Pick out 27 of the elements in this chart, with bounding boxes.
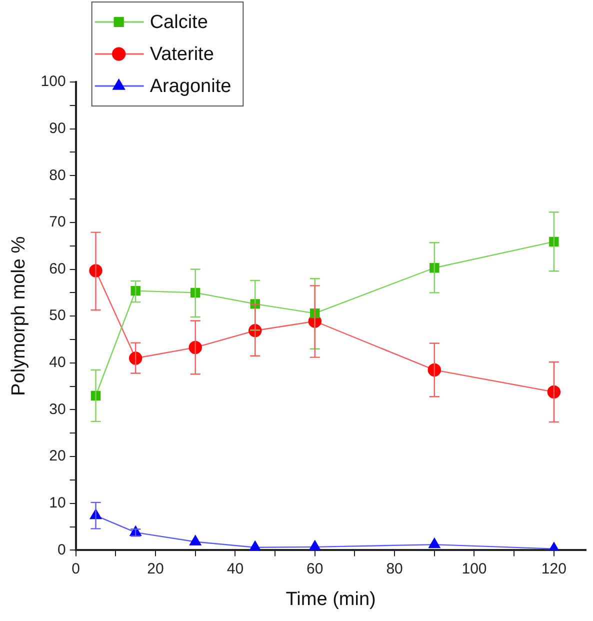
point xyxy=(190,535,202,546)
x-tick-label: 60 xyxy=(306,560,324,578)
y-tick-label: 100 xyxy=(40,73,66,90)
x-tick-label: 100 xyxy=(462,560,487,578)
x-tick-label: 0 xyxy=(72,560,80,578)
legend-label: Calcite xyxy=(150,12,208,34)
point xyxy=(249,540,261,550)
legend-label: Vaterite xyxy=(150,44,214,66)
y-tick-label: 90 xyxy=(49,120,66,137)
y-tick-label: 40 xyxy=(49,354,66,372)
x-axis-title: Time (min) xyxy=(286,588,376,610)
y-tick-label: 80 xyxy=(49,166,66,184)
point xyxy=(309,540,321,550)
y-tick-label: 70 xyxy=(49,214,66,231)
x-tick-label: 20 xyxy=(147,560,164,578)
y-tick-label: 50 xyxy=(49,307,66,324)
point xyxy=(428,538,440,548)
y-tick-label: 60 xyxy=(49,260,66,278)
legend-label: Aragonite xyxy=(150,76,232,98)
x-tick-label: 40 xyxy=(226,560,244,578)
y-tick-label: 0 xyxy=(57,541,66,558)
y-tick-label: 20 xyxy=(49,448,66,465)
y-axis-title: Polymorph mole % xyxy=(8,236,30,396)
y-tick-label: 10 xyxy=(49,494,66,512)
x-tick-label: 80 xyxy=(386,560,403,578)
y-tick-label: 30 xyxy=(49,400,66,418)
x-tick-label: 120 xyxy=(541,560,566,578)
